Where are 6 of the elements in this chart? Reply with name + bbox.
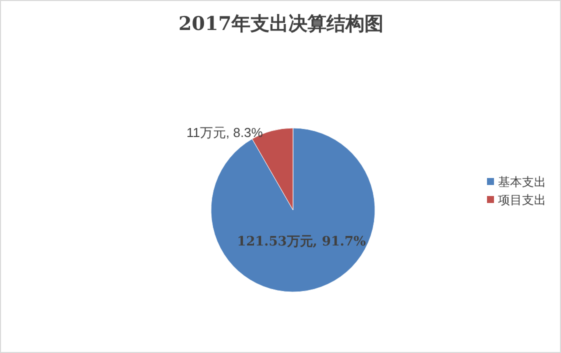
pie-slice [210,128,376,292]
chart-title: 2017年支出决算结构图 [178,13,384,35]
data-label: 11万元, 8.3% [186,124,264,140]
legend-label: 项目支出 [498,193,546,207]
data-label: 121.53万元, 91.7% [237,234,367,250]
legend-label: 基本支出 [498,175,546,189]
